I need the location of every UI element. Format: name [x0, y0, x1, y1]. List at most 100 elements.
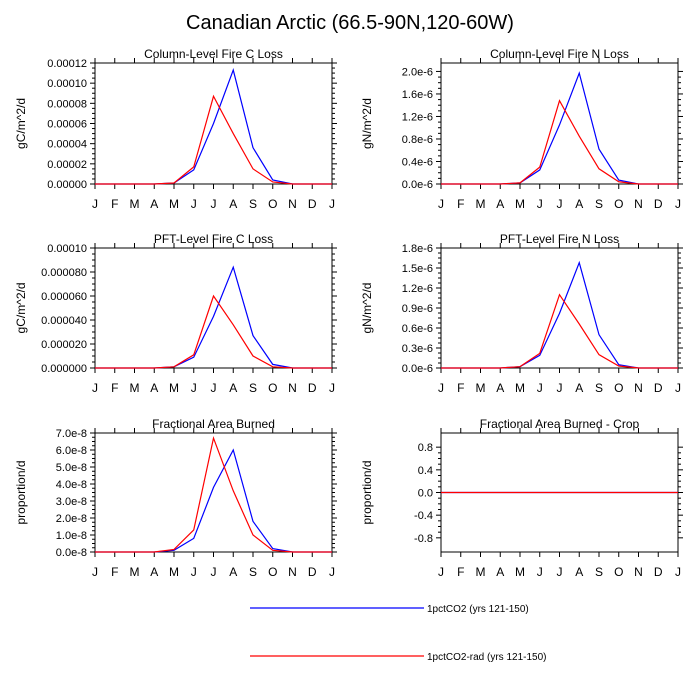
x-tick-label: J — [675, 565, 681, 579]
x-tick-label: A — [575, 197, 583, 211]
x-tick-label: M — [169, 381, 179, 395]
y-tick-label: -0.4 — [414, 510, 433, 522]
x-tick-label: N — [288, 381, 297, 395]
x-tick-label: N — [634, 381, 643, 395]
x-tick-label: A — [229, 197, 237, 211]
x-tick-label: F — [457, 565, 464, 579]
x-tick-label: A — [150, 381, 158, 395]
y-axis-label: gC/m^2/d — [14, 98, 28, 149]
series-line-blue — [441, 71, 678, 185]
x-tick-label: M — [130, 381, 140, 395]
y-tick-label: 0.00004 — [47, 139, 87, 151]
legend-label: 1pctCO2-rad (yrs 121-150) — [427, 652, 547, 663]
y-tick-label: 0.000000 — [41, 363, 87, 375]
x-tick-label: M — [515, 565, 525, 579]
x-tick-label: D — [654, 197, 663, 211]
y-tick-label: 0.00010 — [47, 78, 87, 90]
y-tick-label: 0.8e-6 — [402, 134, 433, 146]
x-tick-label: N — [634, 565, 643, 579]
y-tick-label: 0.3e-6 — [402, 343, 433, 355]
panel-title: Column-Level Fire C Loss — [144, 47, 283, 61]
x-tick-label: J — [438, 565, 444, 579]
x-tick-label: N — [634, 197, 643, 211]
x-tick-label: F — [457, 197, 464, 211]
y-axis-label: proportion/d — [360, 460, 374, 524]
x-tick-label: J — [537, 565, 543, 579]
x-tick-label: J — [329, 197, 335, 211]
y-tick-label: 0.4 — [418, 465, 433, 477]
panel-title: PFT-Level Fire N Loss — [500, 232, 619, 246]
x-tick-label: F — [111, 565, 118, 579]
y-tick-label: 0.4e-6 — [402, 156, 433, 168]
y-tick-label: 0.00002 — [47, 159, 87, 171]
y-tick-label: 3.0e-8 — [56, 496, 87, 508]
y-tick-label: 6.0e-8 — [56, 445, 87, 457]
series-line-blue — [95, 265, 332, 369]
x-tick-label: J — [92, 565, 98, 579]
x-tick-label: J — [557, 381, 563, 395]
y-tick-label: 0.000060 — [41, 291, 87, 303]
series-line-blue — [95, 448, 332, 553]
y-tick-label: 0.0e-8 — [56, 547, 87, 559]
x-tick-label: O — [614, 197, 623, 211]
plot-frame — [94, 247, 333, 369]
x-tick-label: J — [329, 565, 335, 579]
x-tick-label: A — [229, 381, 237, 395]
x-tick-label: M — [130, 565, 140, 579]
x-tick-label: D — [654, 381, 663, 395]
legend: 1pctCO2 (yrs 121-150) 1pctCO2-rad (yrs 12… — [250, 604, 547, 663]
x-tick-label: O — [268, 565, 277, 579]
chart-panel-1: Column-Level Fire C Loss gC/m^2/d 0.00000 0… — [14, 47, 337, 211]
y-tick-label: 0.00000 — [47, 179, 87, 191]
series-line-red — [95, 294, 332, 369]
chart-panel-5: Fractional Area Burned proportion/d 0.0e-8… — [14, 417, 337, 579]
x-tick-label: A — [496, 197, 504, 211]
x-tick-label: M — [476, 197, 486, 211]
y-tick-label: 2.0e-8 — [56, 513, 87, 525]
x-tick-label: J — [211, 565, 217, 579]
x-tick-label: M — [515, 381, 525, 395]
y-tick-label: 4.0e-8 — [56, 479, 87, 491]
x-tick-label: S — [595, 565, 603, 579]
x-tick-label: J — [211, 197, 217, 211]
y-tick-label: 1.0e-8 — [56, 530, 87, 542]
panel-title: Fractional Area Burned — [152, 417, 275, 431]
x-tick-label: A — [575, 381, 583, 395]
x-tick-label: M — [169, 197, 179, 211]
x-tick-label: A — [575, 565, 583, 579]
x-tick-label: S — [595, 381, 603, 395]
x-tick-label: D — [308, 381, 317, 395]
x-tick-label: J — [438, 381, 444, 395]
x-tick-label: S — [249, 565, 257, 579]
x-tick-label: J — [92, 381, 98, 395]
plot-frame — [440, 247, 679, 369]
y-tick-label: 0.9e-6 — [402, 303, 433, 315]
legend-label: 1pctCO2 (yrs 121-150) — [427, 604, 529, 615]
x-tick-label: J — [675, 381, 681, 395]
series-line-blue — [95, 68, 332, 185]
plot-frame — [94, 432, 333, 553]
figure-title: Canadian Arctic (66.5-90N,120-60W) — [186, 12, 514, 34]
x-tick-label: S — [249, 197, 257, 211]
y-tick-label: -0.8 — [414, 533, 433, 545]
x-tick-label: F — [457, 381, 464, 395]
chart-panel-6: Fractional Area Burned - Crop proportion/… — [360, 417, 683, 579]
x-tick-label: J — [92, 197, 98, 211]
x-tick-label: O — [614, 381, 623, 395]
y-tick-label: 1.2e-6 — [402, 111, 433, 123]
y-tick-label: 1.6e-6 — [402, 89, 433, 101]
x-tick-label: O — [268, 197, 277, 211]
y-tick-label: 1.8e-6 — [402, 243, 433, 255]
x-tick-label: F — [111, 381, 118, 395]
x-tick-label: S — [595, 197, 603, 211]
x-tick-label: J — [537, 197, 543, 211]
y-tick-label: 0.00010 — [47, 243, 87, 255]
y-axis-label: gN/m^2/d — [360, 98, 374, 149]
y-tick-label: 5.0e-8 — [56, 462, 87, 474]
x-tick-label: M — [130, 197, 140, 211]
x-tick-label: A — [150, 197, 158, 211]
chart-panel-2: Column-Level Fire N Loss gN/m^2/d 0.0e-6 0.… — [360, 47, 683, 211]
x-tick-label: J — [191, 197, 197, 211]
y-tick-label: 0.6e-6 — [402, 323, 433, 335]
